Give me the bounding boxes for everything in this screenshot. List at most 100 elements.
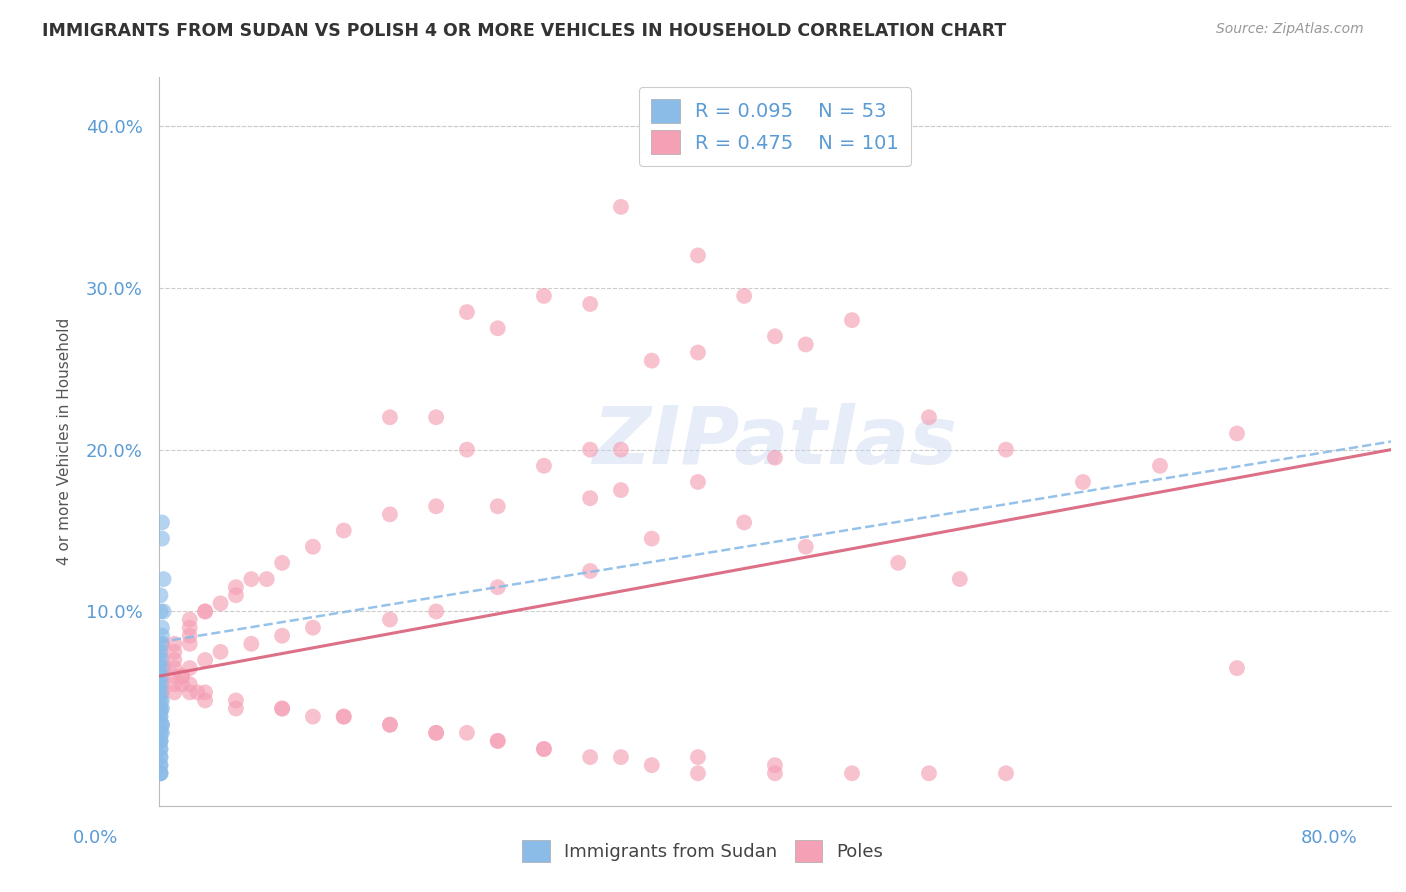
Point	[332, 524, 354, 538]
Point	[1071, 475, 1094, 489]
Point	[179, 621, 201, 635]
Point	[425, 500, 447, 514]
Point	[194, 604, 217, 618]
Point	[209, 596, 232, 610]
Point	[149, 742, 172, 756]
Point	[149, 726, 172, 740]
Point	[763, 329, 786, 343]
Text: Source: ZipAtlas.com: Source: ZipAtlas.com	[1216, 22, 1364, 37]
Point	[302, 621, 325, 635]
Point	[240, 637, 263, 651]
Point	[150, 701, 173, 715]
Point	[150, 669, 173, 683]
Point	[163, 645, 186, 659]
Point	[994, 766, 1017, 780]
Point	[610, 200, 633, 214]
Point	[152, 572, 174, 586]
Point	[533, 742, 555, 756]
Point	[149, 645, 172, 659]
Text: 80.0%: 80.0%	[1301, 829, 1357, 847]
Point	[149, 750, 172, 764]
Point	[610, 483, 633, 497]
Point	[332, 709, 354, 723]
Point	[150, 637, 173, 651]
Point	[949, 572, 972, 586]
Point	[686, 345, 709, 359]
Point	[579, 750, 602, 764]
Point	[149, 758, 172, 772]
Point	[486, 734, 509, 748]
Point	[610, 442, 633, 457]
Point	[686, 475, 709, 489]
Point	[794, 337, 817, 351]
Point	[163, 653, 186, 667]
Point	[486, 580, 509, 594]
Point	[918, 766, 941, 780]
Point	[150, 653, 173, 667]
Point	[149, 766, 172, 780]
Point	[271, 629, 294, 643]
Text: ZIPatlas: ZIPatlas	[592, 402, 957, 481]
Point	[763, 758, 786, 772]
Point	[686, 766, 709, 780]
Point	[225, 588, 247, 602]
Point	[271, 556, 294, 570]
Point	[194, 685, 217, 699]
Point	[149, 701, 172, 715]
Point	[149, 685, 172, 699]
Point	[150, 693, 173, 707]
Legend: Immigrants from Sudan, Poles: Immigrants from Sudan, Poles	[515, 833, 891, 870]
Point	[149, 742, 172, 756]
Point	[149, 685, 172, 699]
Point	[209, 645, 232, 659]
Point	[733, 289, 755, 303]
Point	[152, 604, 174, 618]
Point	[456, 726, 478, 740]
Point	[149, 717, 172, 731]
Point	[225, 693, 247, 707]
Point	[256, 572, 278, 586]
Point	[170, 669, 193, 683]
Point	[332, 709, 354, 723]
Point	[149, 750, 172, 764]
Text: 0.0%: 0.0%	[73, 829, 118, 847]
Point	[733, 516, 755, 530]
Point	[149, 588, 172, 602]
Point	[149, 653, 172, 667]
Point	[150, 629, 173, 643]
Point	[149, 669, 172, 683]
Point	[149, 734, 172, 748]
Point	[149, 709, 172, 723]
Point	[763, 450, 786, 465]
Point	[150, 677, 173, 691]
Point	[533, 742, 555, 756]
Point	[1226, 661, 1249, 675]
Point	[456, 442, 478, 457]
Point	[378, 717, 401, 731]
Point	[225, 580, 247, 594]
Point	[149, 705, 172, 719]
Point	[179, 685, 201, 699]
Point	[149, 693, 172, 707]
Point	[149, 645, 172, 659]
Point	[1149, 458, 1171, 473]
Point	[486, 321, 509, 335]
Point	[150, 621, 173, 635]
Point	[149, 726, 172, 740]
Point	[918, 410, 941, 425]
Point	[186, 685, 208, 699]
Point	[149, 709, 172, 723]
Point	[763, 766, 786, 780]
Point	[179, 637, 201, 651]
Point	[149, 677, 172, 691]
Point	[149, 766, 172, 780]
Point	[425, 726, 447, 740]
Point	[150, 661, 173, 675]
Point	[163, 637, 186, 651]
Point	[163, 677, 186, 691]
Point	[150, 637, 173, 651]
Point	[794, 540, 817, 554]
Point	[149, 604, 172, 618]
Point	[378, 717, 401, 731]
Point	[486, 734, 509, 748]
